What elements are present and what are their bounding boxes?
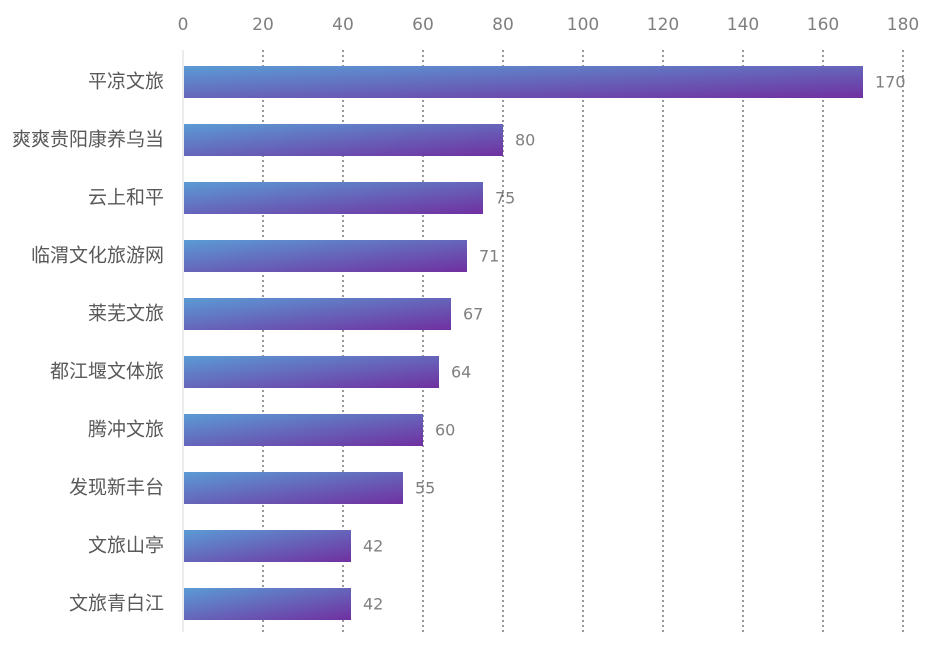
category-label: 临渭文化旅游网 bbox=[31, 245, 164, 267]
x-tick-label: 120 bbox=[647, 15, 679, 35]
bar bbox=[184, 66, 863, 98]
bar bbox=[184, 356, 439, 388]
x-tick-label: 140 bbox=[727, 15, 759, 35]
bar bbox=[184, 298, 451, 330]
data-label: 170 bbox=[875, 73, 906, 92]
category-label: 平凉文旅 bbox=[88, 71, 164, 93]
x-tick-label: 180 bbox=[887, 15, 919, 35]
bar bbox=[184, 472, 403, 504]
data-label: 64 bbox=[451, 363, 471, 382]
x-tick-label: 0 bbox=[178, 15, 189, 35]
labels: 0 20 40 60 80 100 120 140 160 180 平凉文旅 170 爽爽贵阳康养乌当 8… bbox=[12, 15, 919, 615]
data-label: 80 bbox=[515, 131, 535, 150]
category-label: 发现新丰台 bbox=[69, 477, 164, 499]
bar bbox=[184, 182, 483, 214]
category-label: 莱芜文旅 bbox=[88, 303, 164, 325]
category-label: 爽爽贵阳康养乌当 bbox=[12, 129, 164, 151]
bars bbox=[184, 66, 863, 620]
data-label: 55 bbox=[415, 479, 435, 498]
data-label: 60 bbox=[435, 421, 455, 440]
x-tick-label: 80 bbox=[492, 15, 514, 35]
bar bbox=[184, 588, 351, 620]
data-label: 42 bbox=[363, 595, 383, 614]
bar bbox=[184, 530, 351, 562]
data-label: 75 bbox=[495, 189, 515, 208]
category-label: 都江堰文体旅 bbox=[50, 361, 164, 383]
x-tick-label: 40 bbox=[332, 15, 354, 35]
x-tick-label: 160 bbox=[807, 15, 839, 35]
category-label: 云上和平 bbox=[88, 187, 164, 209]
bar bbox=[184, 414, 423, 446]
x-tick-label: 20 bbox=[252, 15, 274, 35]
data-label: 42 bbox=[363, 537, 383, 556]
category-label: 文旅山亭 bbox=[88, 535, 164, 557]
data-label: 71 bbox=[479, 247, 499, 266]
x-tick-label: 60 bbox=[412, 15, 434, 35]
x-tick-label: 100 bbox=[567, 15, 599, 35]
data-label: 67 bbox=[463, 305, 483, 324]
bar bbox=[184, 124, 503, 156]
bar bbox=[184, 240, 467, 272]
category-label: 腾冲文旅 bbox=[88, 419, 164, 441]
category-label: 文旅青白江 bbox=[69, 593, 164, 615]
